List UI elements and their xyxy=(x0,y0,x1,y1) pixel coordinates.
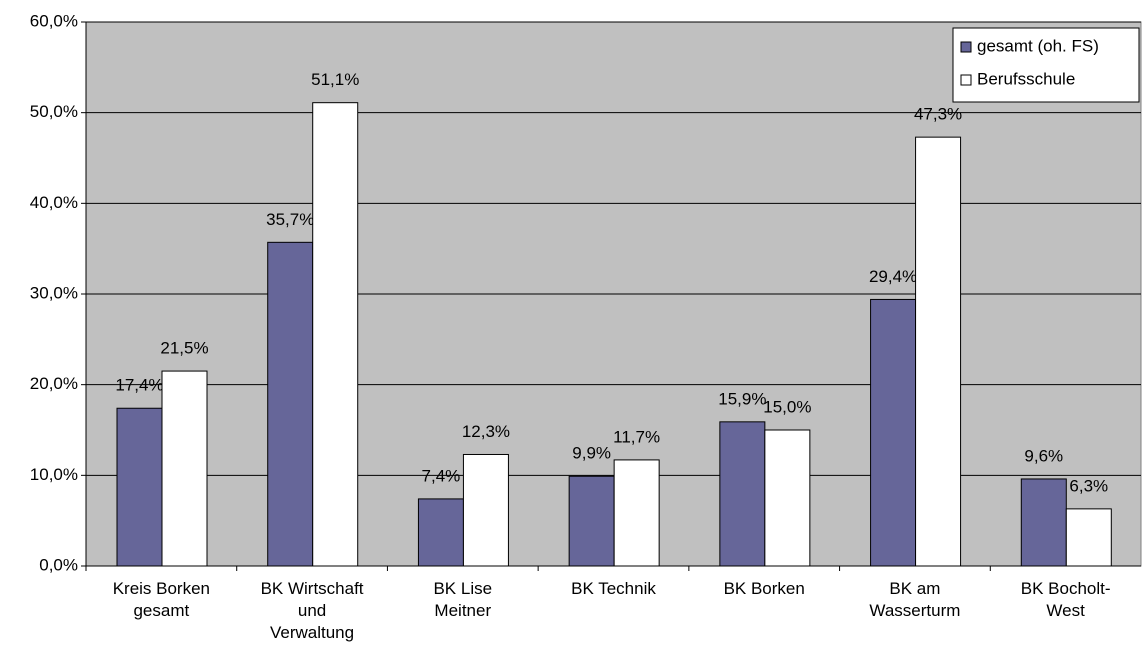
y-tick-label: 40,0% xyxy=(30,193,78,212)
data-label: 9,6% xyxy=(1024,446,1063,465)
y-tick-label: 30,0% xyxy=(30,283,78,302)
x-tick-label: BK Bocholt- West xyxy=(1020,579,1111,620)
data-label: 11,7% xyxy=(613,427,660,446)
x-tick-label: Kreis Borken gesamt xyxy=(112,579,211,620)
bar xyxy=(719,421,766,567)
x-tick-label-box: BK Technik xyxy=(571,579,656,598)
x-tick-label: BK Wirtschaft und Verwaltung xyxy=(260,579,364,642)
x-tick-label-box: BK Wirtschaft und Verwaltung xyxy=(260,579,364,642)
x-tick-label-box: BK Bocholt- West xyxy=(1020,579,1111,620)
bar xyxy=(417,498,464,567)
y-tick-label: 20,0% xyxy=(30,374,78,393)
x-tick-label: BK Borken xyxy=(723,579,805,598)
bar xyxy=(267,241,314,567)
bar xyxy=(568,475,615,567)
legend xyxy=(952,27,1140,103)
data-label: 12,3% xyxy=(462,422,510,441)
bar xyxy=(312,102,359,567)
legend-label: Berufsschule xyxy=(977,69,1075,88)
legend-swatch xyxy=(960,41,972,53)
data-label: 35,7% xyxy=(266,210,314,229)
x-tick-label-box: BK Lise Meitner xyxy=(433,579,493,620)
legend-label: gesamt (oh. FS) xyxy=(977,36,1099,55)
data-label: 6,3% xyxy=(1069,476,1108,495)
data-label: 21,5% xyxy=(160,339,208,358)
legend-swatch xyxy=(960,74,972,86)
bar xyxy=(613,459,660,567)
x-tick-label-box: BK Borken xyxy=(723,579,805,598)
x-tick-label: BK am Wasserturm xyxy=(869,579,961,620)
x-tick-label: BK Technik xyxy=(571,579,656,598)
data-label: 15,9% xyxy=(718,389,766,408)
data-label: 15,0% xyxy=(763,397,811,416)
x-tick-label-box: BK am Wasserturm xyxy=(869,579,961,620)
bar xyxy=(462,453,509,567)
y-tick-label: 0,0% xyxy=(39,555,78,574)
bar xyxy=(764,429,811,567)
bar xyxy=(161,370,208,567)
x-tick-label: BK Lise Meitner xyxy=(433,579,493,620)
y-tick-label: 10,0% xyxy=(30,465,78,484)
y-tick-label: 60,0% xyxy=(30,11,78,30)
data-label: 9,9% xyxy=(572,444,611,463)
data-label: 47,3% xyxy=(914,105,962,124)
bar xyxy=(915,136,962,567)
data-label: 29,4% xyxy=(869,267,917,286)
data-label: 51,1% xyxy=(311,70,359,89)
data-label: 17,4% xyxy=(115,376,163,395)
data-label: 7,4% xyxy=(422,466,461,485)
bar xyxy=(870,298,917,567)
x-tick-label-box: Kreis Borken gesamt xyxy=(112,579,211,620)
y-tick-label: 50,0% xyxy=(30,102,78,121)
bar xyxy=(1020,478,1067,567)
bar xyxy=(1065,508,1112,567)
bar xyxy=(116,407,163,567)
